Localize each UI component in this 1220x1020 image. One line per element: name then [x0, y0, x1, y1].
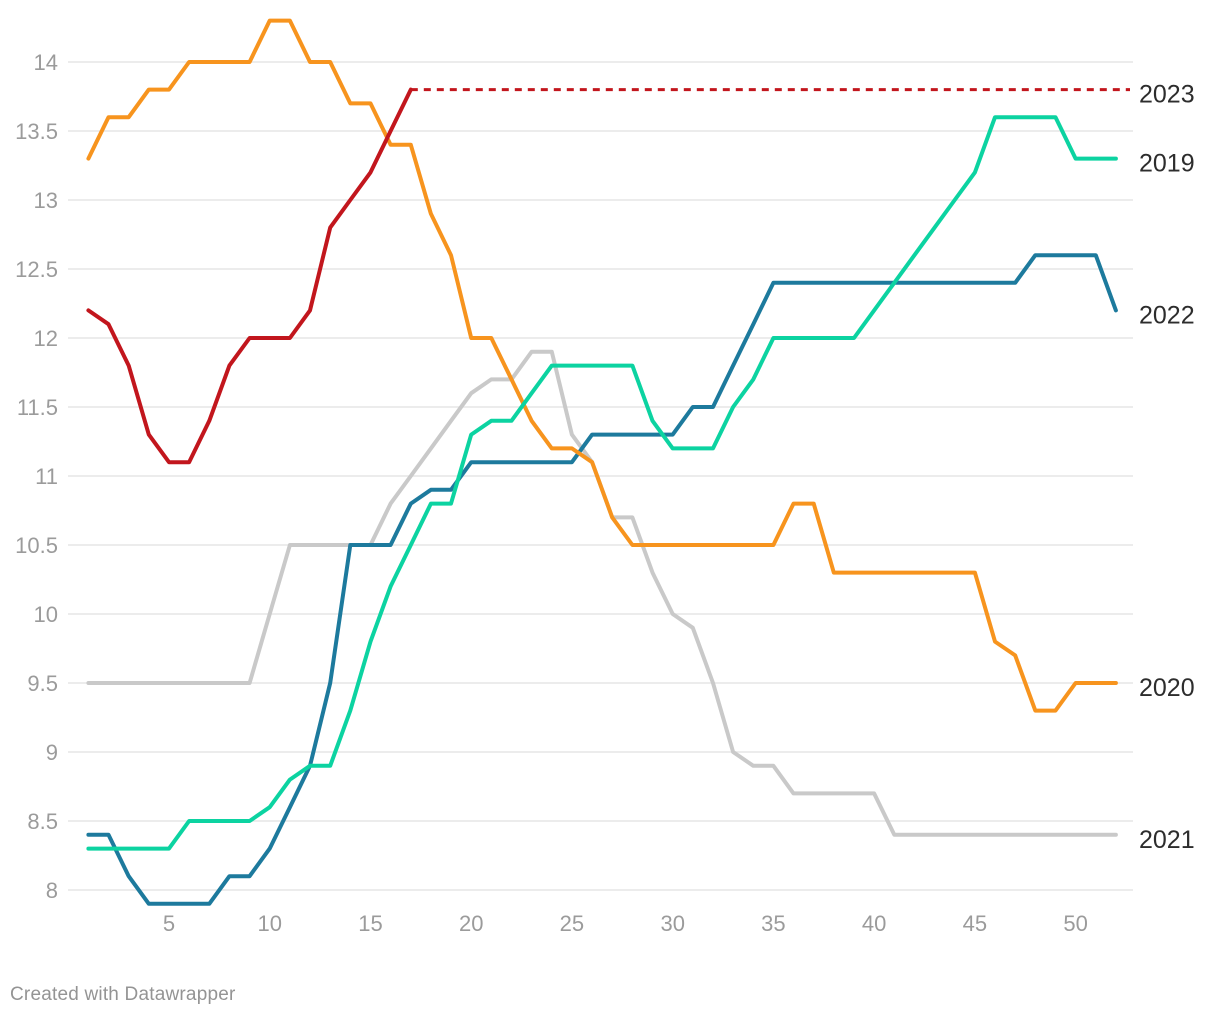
series-label-2022: 2022 [1139, 301, 1195, 329]
x-axis-tick-label: 15 [358, 911, 382, 936]
y-axis-tick-label: 13.5 [15, 119, 58, 144]
y-axis-tick-label: 10.5 [15, 533, 58, 558]
series-label-2020: 2020 [1139, 674, 1195, 702]
line-2023 [86, 87, 413, 465]
series-label-2019: 2019 [1139, 150, 1195, 178]
y-axis-tick-label: 12.5 [15, 257, 58, 282]
x-axis-tick-label: 40 [862, 911, 886, 936]
series-label-2021: 2021 [1139, 826, 1195, 854]
y-axis-tick-label: 11.5 [17, 395, 58, 420]
x-axis-tick-label: 5 [163, 911, 175, 936]
series-label-2023: 2023 [1139, 81, 1195, 109]
line-2019 [86, 115, 1118, 851]
y-axis-tick-label: 10 [34, 602, 58, 627]
datawrapper-attribution: Created with Datawrapper [10, 984, 236, 1005]
y-axis-tick-label: 11 [35, 464, 58, 489]
y-axis-tick-label: 8.5 [27, 809, 58, 834]
line-2021 [86, 349, 1118, 837]
x-axis-tick-label: 50 [1063, 911, 1087, 936]
x-axis-tick-label: 20 [459, 911, 483, 936]
line-2020 [86, 18, 1118, 713]
y-axis-tick-label: 8 [46, 878, 58, 903]
x-axis-tick-label: 45 [963, 911, 987, 936]
y-axis-tick-label: 9.5 [27, 671, 58, 696]
line-2022 [86, 253, 1118, 906]
y-axis-tick-label: 14 [34, 50, 58, 75]
y-axis-tick-label: 9 [46, 740, 58, 765]
y-axis-tick-label: 12 [34, 326, 58, 351]
x-axis-tick-label: 30 [660, 911, 684, 936]
x-axis-tick-label: 10 [257, 911, 281, 936]
x-axis-tick-label: 25 [560, 911, 584, 936]
y-axis-tick-label: 13 [34, 188, 58, 213]
x-axis-tick-label: 35 [761, 911, 785, 936]
